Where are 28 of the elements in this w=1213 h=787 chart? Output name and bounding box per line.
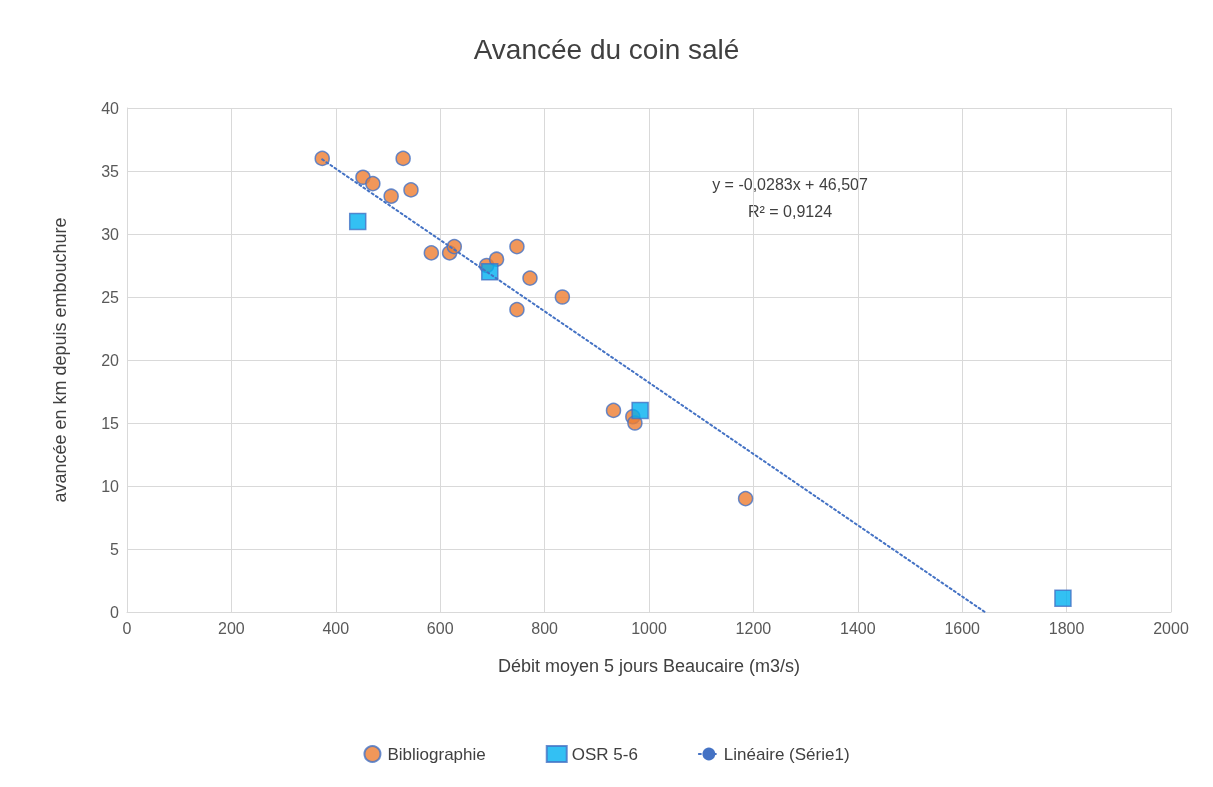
x-tick-label: 1800 [1048, 619, 1085, 637]
x-tick-label: 0 [122, 619, 132, 637]
x-tick-label: 1400 [840, 619, 876, 637]
y-tick-label: 5 [110, 540, 120, 558]
y-tick-label: 20 [101, 351, 120, 369]
x-tick-label: 1200 [735, 619, 772, 637]
annotation: y = -0,0283x + 46,507 [712, 175, 868, 193]
y-tick-label: 25 [101, 288, 120, 306]
x-tick-label: 1600 [944, 619, 981, 637]
x-tick-label: 600 [426, 619, 454, 637]
annotation: R² = 0,9124 [747, 202, 833, 220]
y-tick-label: 30 [101, 225, 120, 243]
y-tick-label: 40 [101, 99, 120, 117]
y-tick-label: 35 [101, 162, 120, 180]
y-tick-label: 0 [110, 603, 120, 621]
legend-label: Linéaire (Série1) [723, 744, 850, 764]
x-axis-title: Débit moyen 5 jours Beaucaire (m3/s) [497, 656, 801, 676]
x-tick-label: 200 [218, 619, 245, 637]
y-tick-label: 15 [101, 414, 120, 432]
legend-label: OSR 5-6 [571, 744, 638, 764]
x-tick-label: 2000 [1153, 619, 1189, 637]
y-axis-title: avancée en km depuis embouchure [50, 217, 70, 503]
x-tick-label: 400 [322, 619, 350, 637]
x-tick-label: 1000 [631, 619, 667, 637]
y-tick-label: 10 [101, 477, 120, 495]
x-tick-label: 800 [531, 619, 559, 637]
legend-label: Bibliographie [387, 744, 486, 764]
chart-title: Avancée du coin salé [473, 33, 740, 65]
